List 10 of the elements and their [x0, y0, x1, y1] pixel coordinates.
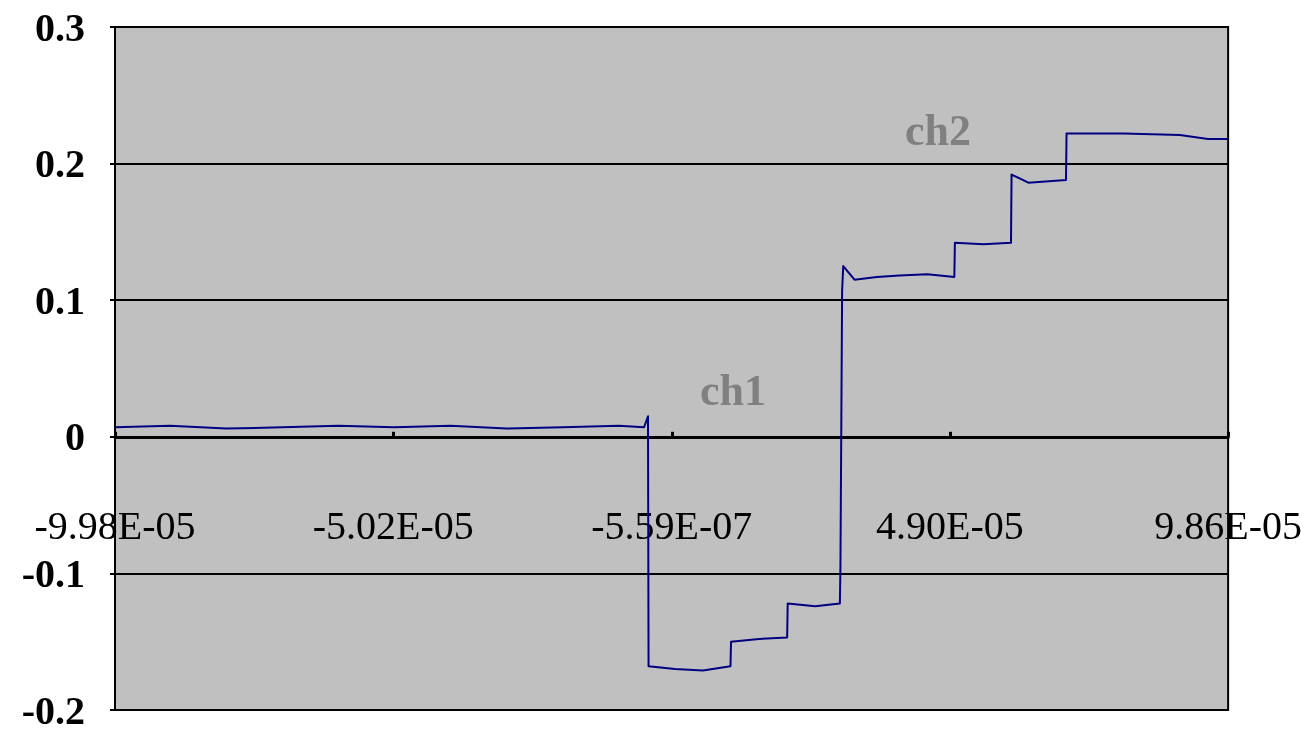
y-tick-label: -0.2	[21, 687, 85, 731]
y-tick-label: 0.2	[35, 141, 85, 187]
y-tick-label: 0.3	[35, 4, 85, 50]
y-tick-label: 0	[65, 414, 85, 460]
annotation: ch2	[905, 105, 971, 155]
annotation: ch1	[700, 365, 766, 415]
x-tick-label: 4.90E-05	[875, 502, 1024, 548]
y-tick-label: 0.1	[35, 277, 85, 323]
y-tick-label: -0.1	[21, 550, 85, 596]
x-tick-label: -5.02E-05	[312, 502, 474, 548]
